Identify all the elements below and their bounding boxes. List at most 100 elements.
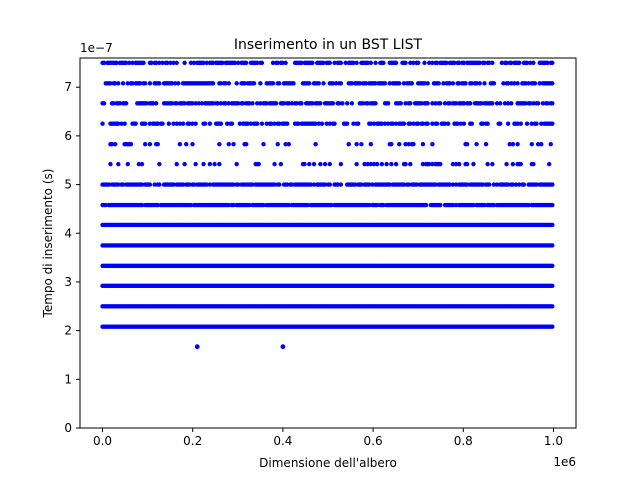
data-point bbox=[387, 81, 392, 86]
data-point bbox=[182, 161, 187, 167]
data-point bbox=[289, 101, 295, 106]
data-point bbox=[349, 81, 355, 86]
data-point bbox=[516, 60, 522, 66]
data-point bbox=[509, 101, 514, 106]
data-point bbox=[187, 121, 192, 126]
y-tick-label: 5 bbox=[64, 178, 72, 192]
data-point bbox=[419, 101, 424, 106]
data-point bbox=[393, 121, 399, 126]
data-point bbox=[130, 60, 135, 66]
data-point bbox=[461, 60, 467, 66]
data-point bbox=[308, 182, 314, 187]
data-point bbox=[316, 81, 321, 86]
data-point bbox=[469, 81, 475, 86]
data-point bbox=[411, 141, 416, 147]
data-point bbox=[447, 101, 452, 106]
data-point bbox=[217, 161, 222, 167]
data-point bbox=[505, 121, 511, 126]
data-point bbox=[101, 101, 107, 106]
data-point bbox=[136, 161, 142, 167]
data-point bbox=[461, 121, 467, 126]
data-point bbox=[231, 182, 236, 187]
data-point bbox=[275, 60, 280, 66]
data-point bbox=[548, 141, 553, 147]
data-point bbox=[550, 60, 555, 66]
data-point bbox=[373, 101, 378, 106]
data-point bbox=[130, 81, 135, 86]
data-point bbox=[368, 121, 374, 126]
data-point bbox=[453, 202, 459, 208]
data-point bbox=[374, 202, 380, 208]
data-point bbox=[479, 101, 484, 106]
data-point bbox=[154, 60, 159, 66]
y-tick-label: 6 bbox=[64, 129, 72, 143]
data-point bbox=[286, 141, 291, 147]
data-point bbox=[487, 182, 492, 187]
x-tick-label: 0.6 bbox=[364, 434, 383, 448]
data-point bbox=[524, 121, 530, 126]
data-point bbox=[128, 141, 134, 147]
data-point bbox=[226, 202, 231, 208]
data-point bbox=[171, 60, 176, 66]
data-point bbox=[147, 81, 153, 86]
data-point bbox=[371, 161, 377, 167]
data-point bbox=[149, 60, 154, 66]
data-point bbox=[370, 182, 375, 187]
data-point bbox=[335, 182, 340, 187]
data-point bbox=[453, 182, 459, 187]
data-point bbox=[218, 121, 224, 126]
data-point bbox=[332, 60, 337, 66]
data-point bbox=[338, 161, 344, 167]
data-point bbox=[256, 161, 261, 167]
data-point bbox=[510, 141, 516, 147]
data-point bbox=[264, 101, 269, 106]
outlier-point bbox=[280, 344, 286, 350]
data-point bbox=[207, 121, 213, 126]
data-point bbox=[157, 161, 162, 167]
data-point bbox=[188, 60, 194, 66]
data-point bbox=[453, 101, 459, 106]
data-point bbox=[190, 121, 195, 126]
data-point bbox=[116, 182, 121, 187]
data-point bbox=[284, 182, 290, 187]
data-point bbox=[232, 60, 238, 66]
data-point bbox=[447, 182, 452, 187]
data-point bbox=[299, 60, 304, 66]
data-point bbox=[512, 81, 517, 86]
data-point bbox=[483, 141, 489, 147]
data-point bbox=[280, 60, 285, 66]
data-point bbox=[338, 81, 344, 86]
data-point bbox=[250, 182, 255, 187]
data-point bbox=[509, 81, 514, 86]
data-point bbox=[294, 101, 299, 106]
data-point bbox=[384, 161, 389, 167]
data-point bbox=[139, 161, 145, 167]
data-point bbox=[286, 202, 291, 208]
data-point bbox=[122, 121, 127, 126]
data-point bbox=[338, 60, 344, 66]
data-point bbox=[191, 182, 197, 187]
data-point bbox=[539, 121, 544, 126]
data-point bbox=[433, 101, 438, 106]
data-point bbox=[157, 60, 162, 66]
data-point bbox=[550, 182, 555, 187]
data-point bbox=[474, 141, 479, 147]
data-point bbox=[284, 121, 290, 126]
data-point bbox=[176, 81, 181, 86]
data-point bbox=[438, 202, 443, 208]
data-point bbox=[316, 121, 321, 126]
data-point bbox=[322, 182, 328, 187]
data-point bbox=[550, 324, 555, 329]
data-point bbox=[529, 121, 535, 126]
data-point bbox=[397, 81, 402, 86]
data-point bbox=[321, 60, 326, 66]
data-point bbox=[172, 81, 178, 86]
data-point bbox=[109, 141, 115, 147]
data-point bbox=[442, 121, 448, 126]
data-point bbox=[457, 81, 462, 86]
y-tick-label: 4 bbox=[64, 226, 72, 240]
data-point bbox=[425, 81, 430, 86]
data-point bbox=[425, 121, 430, 126]
data-point bbox=[225, 121, 230, 126]
data-point bbox=[528, 101, 533, 106]
